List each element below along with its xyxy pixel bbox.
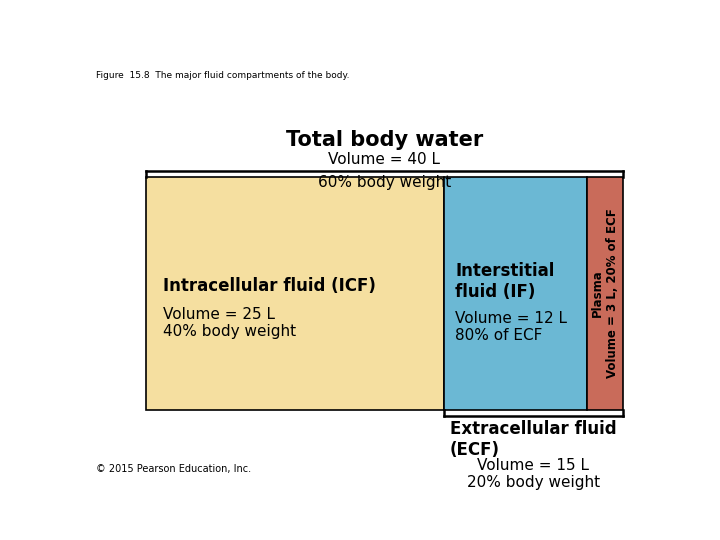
Bar xyxy=(145,177,444,410)
Text: Volume = 15 L
20% body weight: Volume = 15 L 20% body weight xyxy=(467,458,600,490)
Text: Extracellular fluid
(ECF): Extracellular fluid (ECF) xyxy=(450,420,617,459)
Bar xyxy=(444,177,587,410)
Text: Intracellular fluid (ICF): Intracellular fluid (ICF) xyxy=(163,276,375,295)
Text: Figure  15.8  The major fluid compartments of the body.: Figure 15.8 The major fluid compartments… xyxy=(96,71,349,80)
Text: Plasma
Volume = 3 L, 20% of ECF: Plasma Volume = 3 L, 20% of ECF xyxy=(591,208,619,379)
Text: Total body water: Total body water xyxy=(286,130,483,150)
Text: 60% body weight: 60% body weight xyxy=(318,175,451,190)
Text: Interstitial
fluid (IF): Interstitial fluid (IF) xyxy=(455,262,554,301)
Text: Volume = 12 L
80% of ECF: Volume = 12 L 80% of ECF xyxy=(455,311,567,343)
Text: © 2015 Pearson Education, Inc.: © 2015 Pearson Education, Inc. xyxy=(96,464,251,474)
Text: Volume = 25 L
40% body weight: Volume = 25 L 40% body weight xyxy=(163,307,296,339)
Bar xyxy=(587,177,623,410)
Text: Volume = 40 L: Volume = 40 L xyxy=(328,152,441,167)
